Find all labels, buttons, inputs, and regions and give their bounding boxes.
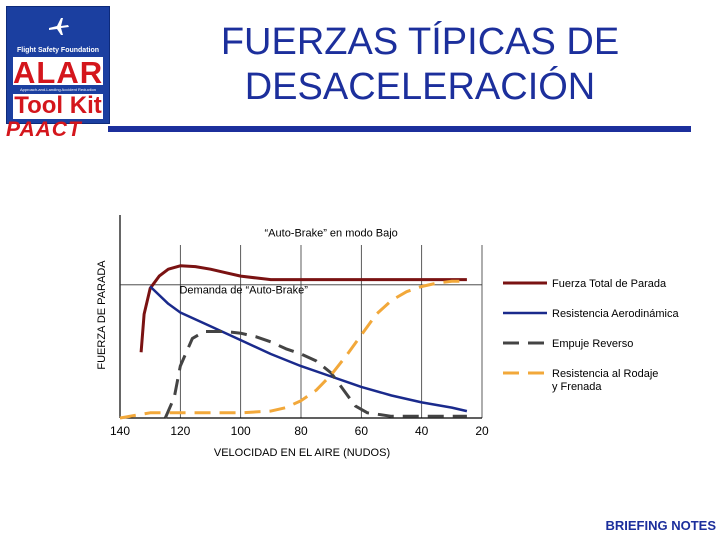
x-tick-label: 100 <box>231 424 251 438</box>
airplane-icon <box>49 18 69 35</box>
logo-org: Flight Safety Foundation <box>16 47 100 54</box>
logo-subtitle: Approach-and-Landing Accident Reduction <box>19 87 97 92</box>
series-line-3 <box>163 330 467 419</box>
logo-brand: ALAR <box>13 55 104 90</box>
series-line-1 <box>139 264 467 353</box>
x-tick-label: 40 <box>415 424 429 438</box>
x-tick-label: 80 <box>294 424 308 438</box>
legend-label-3: Empuje Reverso <box>552 338 633 350</box>
alar-logo: Flight Safety Foundation ALAR Approach-a… <box>6 6 110 124</box>
annotation-autobrake-low: “Auto-Brake” en modo Bajo <box>265 227 398 239</box>
legend-label-2: Resistencia Aerodinámica <box>552 308 679 320</box>
page-title: FUERZAS TÍPICAS DE DESACELERACIÓN <box>150 20 690 110</box>
legend-label-1: Fuerza Total de Parada <box>552 278 667 290</box>
x-tick-label: 60 <box>355 424 369 438</box>
logo-mark: PAACT <box>6 118 82 141</box>
logo-product: Tool Kit <box>14 92 102 119</box>
series-line-4 <box>119 279 467 420</box>
x-tick-label: 120 <box>170 424 190 438</box>
title-divider <box>108 126 691 132</box>
title-line-1: FUERZAS TÍPICAS DE <box>220 21 620 63</box>
legend-label-4: Resistencia al Rodaje y Frenada <box>552 368 658 393</box>
y-axis-label: FUERZA DE PARADA <box>96 260 108 370</box>
annotation-autobrake-demand: Demanda de “Auto-Brake” <box>179 284 308 296</box>
series-line-2 <box>149 285 468 413</box>
x-axis-label: VELOCIDAD EN EL AIRE (NUDOS) <box>214 447 390 459</box>
x-tick-label: 140 <box>110 424 130 438</box>
x-tick-label: 20 <box>475 424 489 438</box>
footer-label: BRIEFING NOTES <box>605 518 716 533</box>
title-line-2: DESACELERACIÓN <box>244 66 596 108</box>
